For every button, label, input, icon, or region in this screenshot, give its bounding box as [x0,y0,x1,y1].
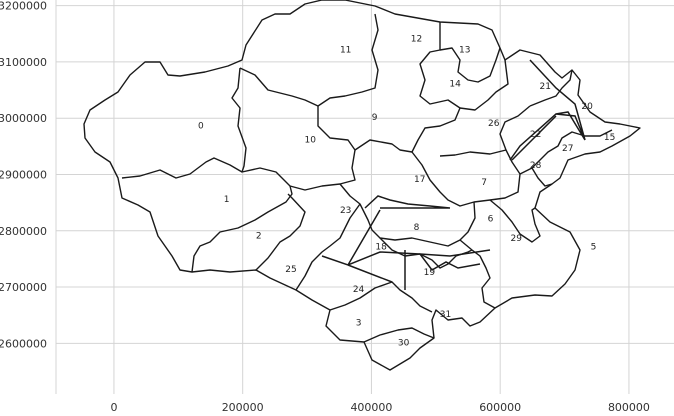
boundary-east-27 [519,129,613,175]
region-label-21: 21 [540,82,551,92]
region-label-19: 19 [424,268,436,278]
boundary-28-29 [531,167,553,187]
boundary-23-8 [339,183,476,247]
x-tick-label: 0 [110,401,117,414]
axis-tick-labels: 0 200000 400000 600000 800000 2600000 2700000 2… [0,0,650,414]
boundary-24-31 [329,281,433,313]
boundary-6-29 [489,199,541,243]
region-label-26: 26 [488,119,500,129]
region-label-29: 29 [511,234,523,244]
boundary-10-23 [289,106,356,191]
y-tick-label: 2700000 [0,281,47,294]
outer-boundary [83,0,641,371]
y-tick-label: 2600000 [0,337,47,350]
region-label-22: 22 [530,130,541,140]
region-label-15: 15 [604,133,615,143]
region-label-27: 27 [562,144,573,154]
region-label-9: 9 [372,113,378,123]
region-label-25: 25 [285,265,296,275]
region-label-6: 6 [488,215,494,225]
region-label-24: 24 [353,285,365,295]
region-label-17: 17 [414,175,425,185]
boundary-3-30 [363,327,435,343]
grid-lines [55,0,674,394]
boundary-west-central [239,13,379,107]
region-label-8: 8 [414,223,420,233]
region-label-30: 30 [398,338,410,348]
connector-lines [321,59,586,290]
x-tick-label: 600000 [479,401,521,414]
region-label-23: 23 [340,206,351,216]
boundary-2-25 [255,193,306,271]
region-label-13: 13 [459,46,470,56]
boundary-17-7 [411,105,531,207]
boundary-21-20 [529,69,573,107]
region-label-10: 10 [305,136,317,146]
boundary-0-1 [121,157,291,187]
region-label-12: 12 [411,34,422,44]
boundary-14-26 [459,59,509,111]
region-label-31: 31 [440,310,451,320]
boundary-9-17 [354,22,461,153]
region-labels: 0123567891011121314151718192021222324252… [198,34,615,348]
boundary-0-10 [231,67,247,173]
boundary-25-24 [295,203,361,291]
boundary-8-19 [459,239,496,309]
y-tick-label: 2800000 [0,225,47,238]
y-tick-label: 3200000 [0,0,47,13]
region-label-20: 20 [581,102,593,112]
x-tick-label: 200000 [222,401,264,414]
x-tick-label: 800000 [608,401,650,414]
region-outlines [83,0,641,371]
region-label-11: 11 [340,46,351,56]
region-label-5: 5 [591,243,597,253]
y-tick-label: 2900000 [0,168,47,181]
region-label-0: 0 [198,122,204,132]
y-tick-label: 3000000 [0,112,47,125]
region-label-28: 28 [530,161,542,171]
region-label-1: 1 [224,195,230,205]
region-label-14: 14 [449,79,461,89]
region-label-18: 18 [375,243,387,253]
region-label-3: 3 [356,319,362,329]
boundary-7-26 [439,149,507,157]
y-tick-label: 3100000 [0,56,47,69]
x-tick-label: 400000 [350,401,392,414]
boundary-1-2 [191,185,293,273]
region-label-7: 7 [481,178,487,188]
region-label-2: 2 [256,231,262,241]
boundary-12-13 [439,47,501,83]
